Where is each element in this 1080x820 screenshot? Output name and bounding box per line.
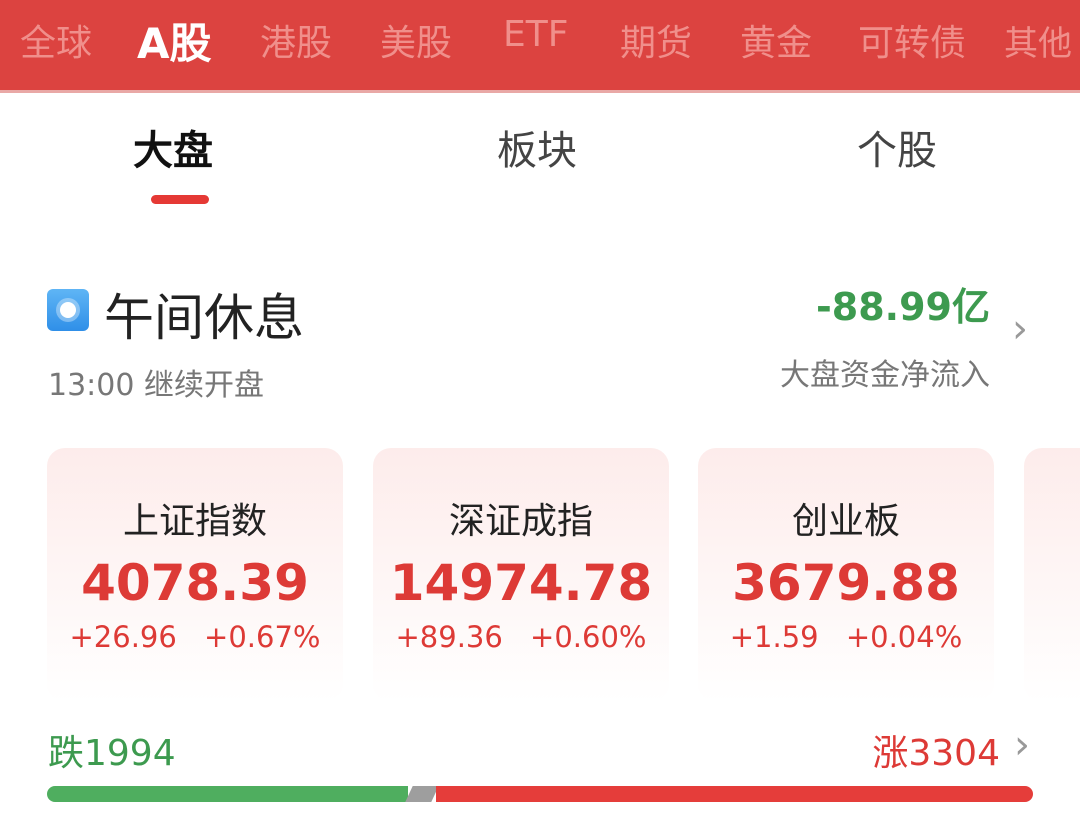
tab-hk[interactable]: 港股 bbox=[260, 23, 333, 64]
index-card-chinext[interactable]: 创业板 3679.88 +1.59 +0.04% bbox=[698, 448, 994, 702]
tab-market[interactable]: 大盘 bbox=[133, 128, 213, 174]
index-change: +1.59 bbox=[729, 620, 819, 654]
index-card-sse[interactable]: 上证指数 4078.39 +26.96 +0.67% bbox=[47, 448, 343, 702]
index-card-szse[interactable]: 深证成指 14974.78 +89.36 +0.60% bbox=[373, 448, 669, 702]
tab-convertible[interactable]: 可转债 bbox=[858, 23, 967, 64]
tab-stocks[interactable]: 个股 bbox=[857, 128, 937, 174]
chevron-right-icon[interactable]: › bbox=[1014, 722, 1030, 768]
index-change: +89.36 bbox=[395, 620, 503, 654]
tab-global[interactable]: 全球 bbox=[20, 23, 93, 64]
tab-other[interactable]: 其他 bbox=[1004, 24, 1072, 64]
chevron-right-icon[interactable]: › bbox=[1012, 306, 1028, 352]
tab-sectors[interactable]: 板块 bbox=[497, 128, 577, 174]
index-change: +26.96 bbox=[69, 620, 177, 654]
index-value: 4078.39 bbox=[81, 554, 309, 612]
tab-gold[interactable]: 黄金 bbox=[740, 23, 813, 64]
decliners-count: 跌1994 bbox=[48, 733, 176, 774]
tab-futures[interactable]: 期货 bbox=[620, 23, 693, 64]
market-tab-bar: 全球 A股 港股 美股 ETF 期货 黄金 可转债 其他 bbox=[0, 0, 1080, 93]
index-pct: +0.60% bbox=[530, 620, 647, 654]
fund-flow-label[interactable]: 大盘资金净流入 bbox=[780, 358, 990, 393]
tab-us[interactable]: 美股 bbox=[380, 23, 453, 64]
index-pct: +0.67% bbox=[204, 620, 321, 654]
index-name: 深证成指 bbox=[448, 501, 593, 542]
index-name: 创业板 bbox=[791, 501, 900, 542]
advancers-bar bbox=[436, 786, 1033, 802]
fund-flow-value[interactable]: -88.99亿 bbox=[816, 285, 990, 329]
index-pct: +0.04% bbox=[845, 620, 963, 654]
tab-a-shares[interactable]: A股 bbox=[137, 19, 212, 68]
market-status: 午间休息 bbox=[104, 289, 304, 347]
market-status-subtitle: 13:00 继续开盘 bbox=[48, 368, 264, 403]
index-card-partial[interactable] bbox=[1024, 448, 1080, 702]
advancers-count[interactable]: 涨3304 bbox=[872, 733, 1000, 774]
sun-icon bbox=[47, 289, 89, 331]
index-value: 14974.78 bbox=[389, 554, 653, 612]
flat-bar bbox=[405, 786, 440, 802]
tab-etf[interactable]: ETF bbox=[503, 14, 569, 55]
decliners-bar bbox=[47, 786, 409, 802]
index-name: 上证指数 bbox=[122, 501, 267, 542]
index-value: 3679.88 bbox=[732, 554, 960, 612]
active-tab-indicator bbox=[151, 195, 209, 204]
